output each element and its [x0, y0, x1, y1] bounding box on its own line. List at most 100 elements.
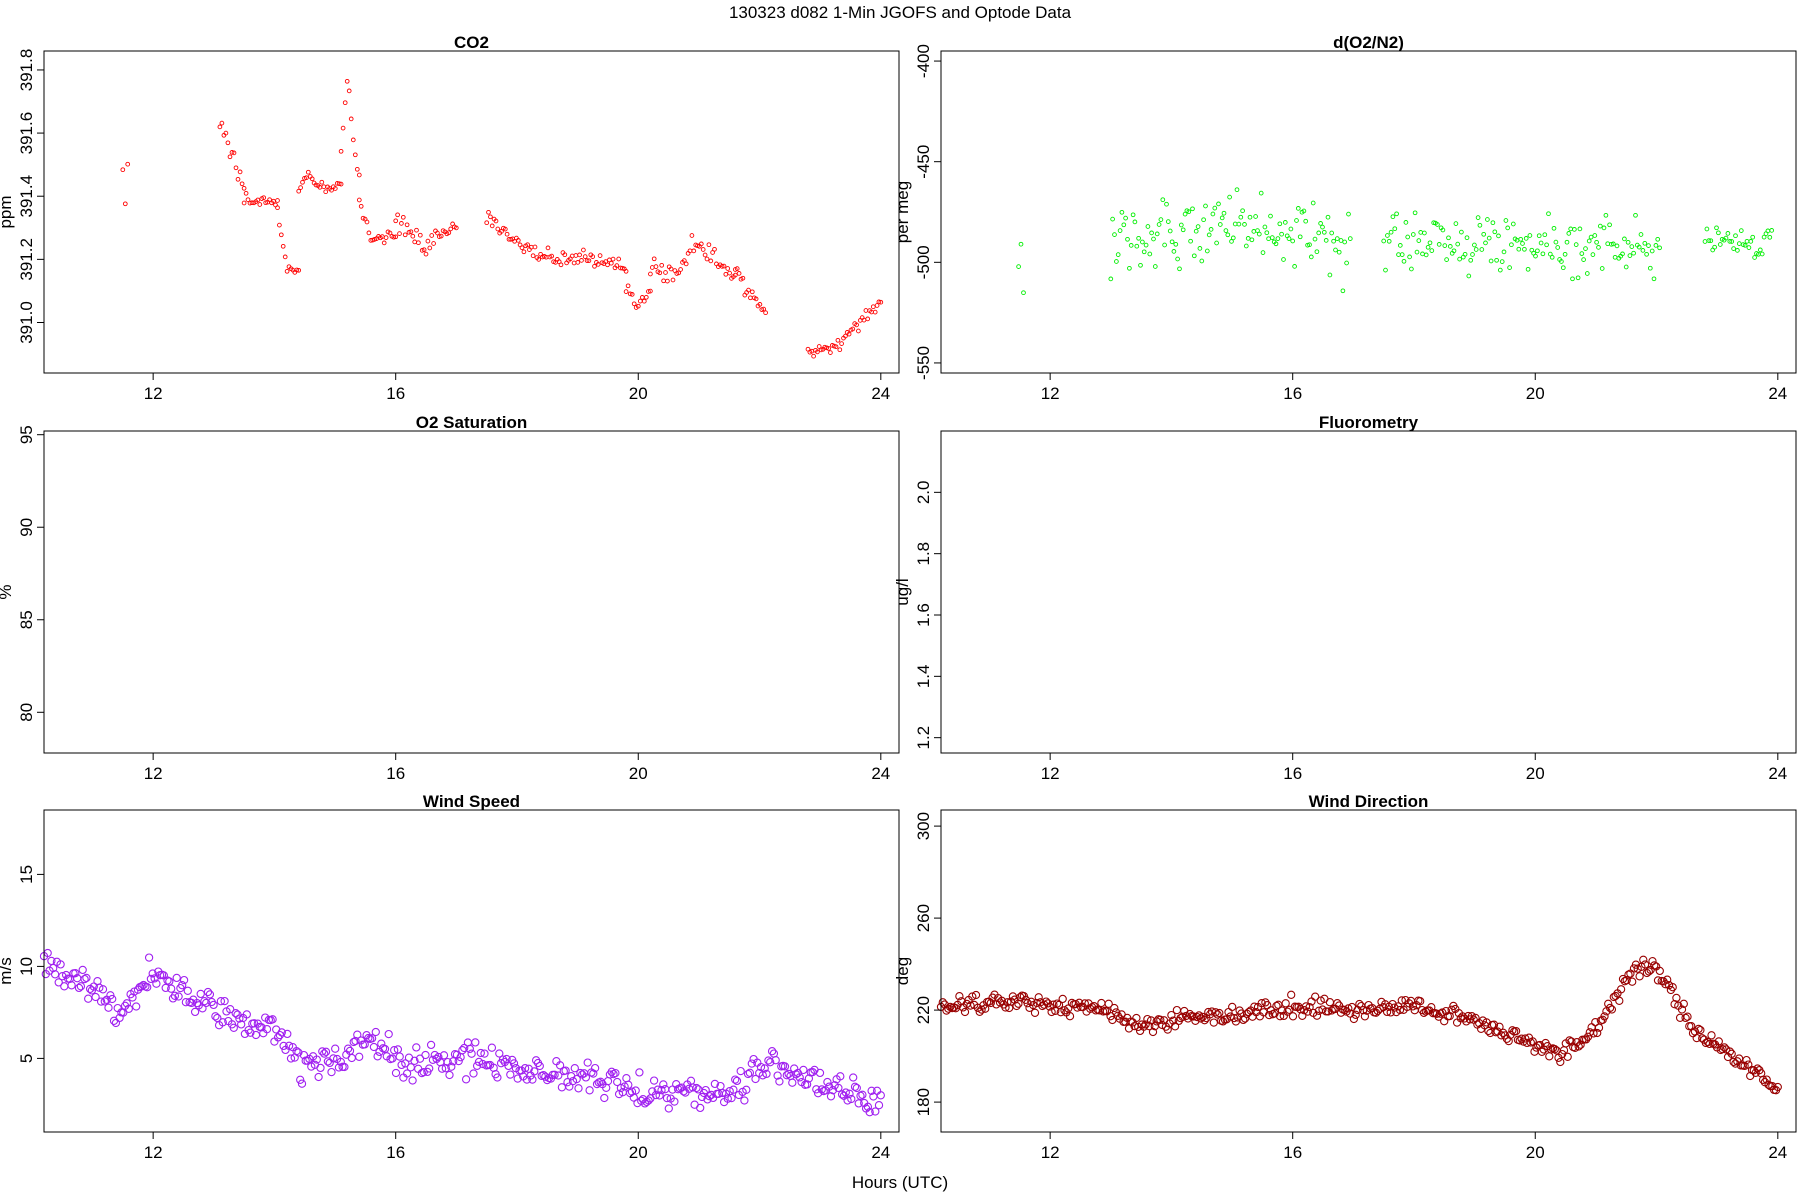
- data-point: [1649, 248, 1655, 254]
- data-point: [836, 1072, 845, 1081]
- data-point: [1318, 221, 1323, 226]
- data-point: [80, 974, 89, 984]
- data-point: [74, 983, 84, 993]
- data-point: [300, 179, 305, 185]
- data-point: [1167, 1010, 1176, 1020]
- data-point: [435, 230, 440, 236]
- data-point: [732, 272, 738, 278]
- data-point: [421, 247, 427, 253]
- data-point: [558, 262, 564, 268]
- data-point: [1600, 1012, 1609, 1021]
- data-point: [1193, 1012, 1202, 1022]
- data-point: [1653, 976, 1663, 985]
- data-point: [525, 242, 530, 248]
- data-point: [627, 291, 633, 297]
- data-point: [487, 1043, 497, 1052]
- data-point: [82, 973, 91, 983]
- data-point: [759, 307, 765, 312]
- data-point: [712, 246, 717, 252]
- data-point: [309, 176, 315, 182]
- data-point: [1720, 1043, 1729, 1052]
- data-point: [670, 277, 676, 283]
- data-point: [876, 1091, 885, 1100]
- data-point: [1559, 259, 1564, 264]
- y-axis-label: deg: [893, 957, 912, 985]
- data-point: [280, 243, 286, 249]
- data-point: [1516, 246, 1522, 252]
- data-point: [1154, 231, 1160, 237]
- data-point: [1646, 243, 1651, 248]
- data-point: [225, 140, 231, 146]
- data-point: [371, 1027, 380, 1037]
- data-point: [643, 294, 649, 300]
- data-point: [294, 267, 300, 273]
- data-point: [1110, 1003, 1119, 1013]
- data-point: [384, 1029, 393, 1039]
- panel-title: Fluorometry: [1319, 413, 1419, 432]
- data-point: [736, 271, 742, 276]
- x-tick-label: 20: [1526, 384, 1545, 403]
- data-point: [1314, 249, 1320, 255]
- data-point: [1333, 999, 1342, 1008]
- data-point: [629, 292, 635, 297]
- data-point: [1312, 1011, 1322, 1020]
- data-point: [1735, 248, 1740, 253]
- data-point: [1240, 1014, 1250, 1023]
- x-tick-label: 20: [1526, 1143, 1545, 1162]
- data-point: [296, 1075, 305, 1084]
- data-point: [1395, 1005, 1405, 1015]
- data-point: [946, 1002, 955, 1012]
- data-point: [1507, 265, 1512, 270]
- data-point: [344, 78, 350, 84]
- data-point: [1190, 206, 1195, 212]
- panel: Wind Speed 12 16 20 24 5 10 15 m/s: [0, 792, 900, 1162]
- data-point: [172, 973, 181, 983]
- data-point: [590, 1063, 600, 1073]
- data-point: [1486, 235, 1492, 241]
- data-point: [1459, 229, 1464, 235]
- data-point: [1707, 1031, 1716, 1040]
- data-point: [1121, 222, 1127, 228]
- data-point: [550, 1070, 559, 1079]
- data-point: [1570, 276, 1575, 282]
- data-point: [740, 275, 746, 281]
- data-point: [595, 262, 601, 267]
- x-tick-label: 24: [871, 1143, 890, 1162]
- data-point: [1189, 1012, 1198, 1021]
- data-point: [1537, 1047, 1547, 1056]
- data-point: [1661, 980, 1670, 989]
- data-point: [434, 1052, 443, 1062]
- data-point: [1466, 273, 1472, 279]
- data-point: [1501, 249, 1507, 255]
- data-point: [1733, 233, 1738, 239]
- data-point: [1540, 251, 1546, 257]
- data-point: [696, 1103, 705, 1113]
- data-point: [1727, 1049, 1736, 1058]
- data-point: [751, 1074, 760, 1084]
- data-point: [355, 1052, 364, 1061]
- data-point: [1455, 241, 1461, 247]
- data-point: [125, 161, 131, 167]
- data-point: [531, 1056, 541, 1065]
- data-point: [1567, 1037, 1576, 1046]
- data-point: [340, 1062, 349, 1072]
- panel-title: d(O2/N2): [1333, 33, 1404, 52]
- data-point: [84, 994, 93, 1003]
- data-point: [305, 169, 311, 175]
- data-point: [664, 1104, 673, 1113]
- data-point: [1679, 999, 1688, 1008]
- data-point: [316, 1063, 325, 1073]
- data-point: [1334, 236, 1340, 241]
- data-point: [1253, 214, 1258, 219]
- data-point: [1462, 251, 1468, 257]
- data-point: [1316, 230, 1322, 236]
- data-point: [845, 1089, 854, 1098]
- data-point: [314, 1072, 323, 1082]
- data-point: [1562, 251, 1568, 257]
- data-point: [1495, 1022, 1504, 1031]
- data-point: [71, 969, 80, 978]
- data-point: [1438, 1008, 1447, 1017]
- data-point: [480, 1049, 489, 1058]
- y-tick-label: 2.0: [914, 481, 933, 505]
- x-tick-label: 12: [144, 764, 163, 783]
